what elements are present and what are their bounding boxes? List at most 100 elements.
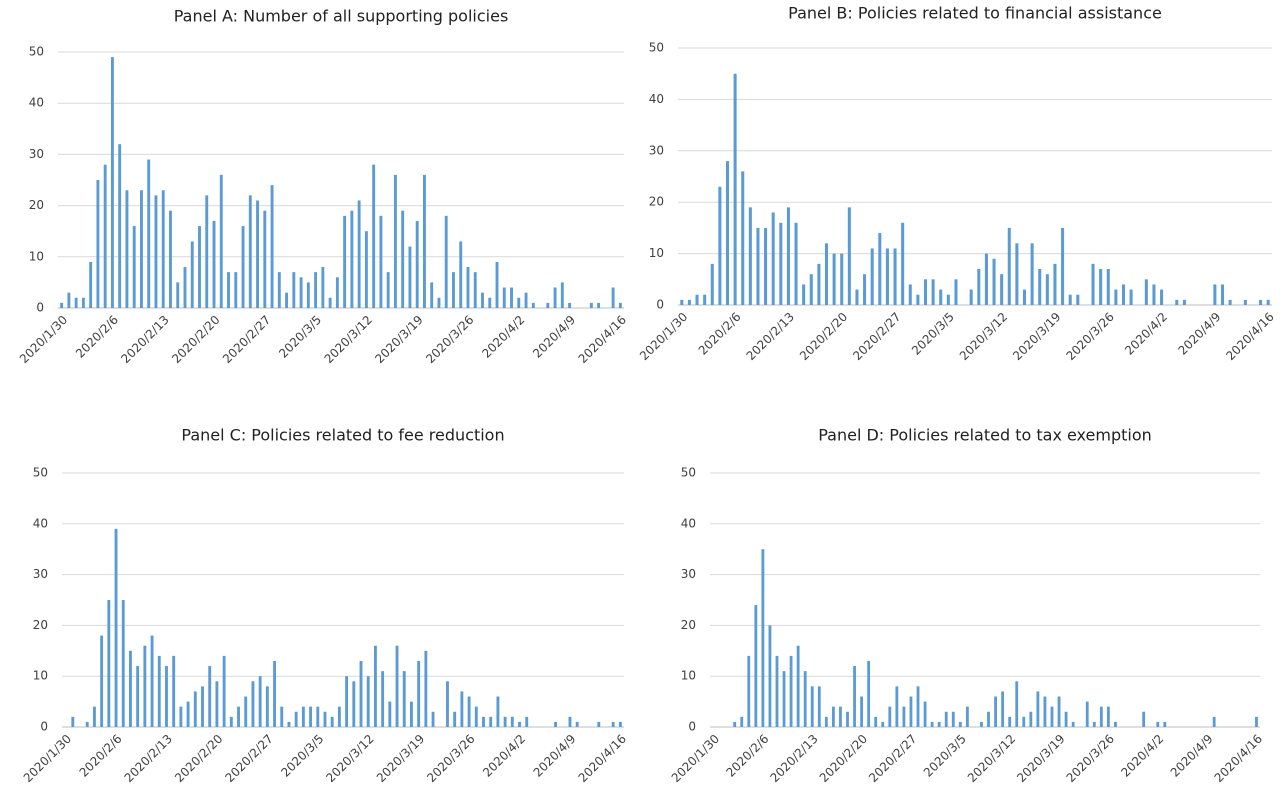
bar [96,180,100,308]
bar [810,686,814,727]
bar [446,681,449,727]
bar [114,528,118,727]
x-tick-label: 2020/4/9 [1168,732,1216,780]
bar [143,645,147,727]
bar [154,195,158,308]
bar [832,253,836,305]
bar [1043,696,1047,727]
bar [611,721,615,727]
y-tick-label: 10 [33,669,48,683]
bar [944,711,948,727]
bar [201,686,204,727]
bar [888,706,892,727]
bar [460,691,464,727]
x-tick-label: 2020/3/12 [323,732,376,785]
bar [895,686,899,727]
x-tick-label: 2020/2/6 [77,732,125,780]
bar [473,272,477,308]
bar [410,701,413,727]
y-tick-label: 0 [36,301,44,315]
bar [867,660,871,727]
bar [1144,279,1148,305]
bar [444,215,448,308]
bar [1121,284,1126,305]
bar [132,226,136,308]
bar [824,716,828,727]
bar [161,190,165,308]
x-tick-label: 2020/2/13 [744,310,797,363]
bar [1228,299,1232,305]
bar [372,164,376,308]
x-tick-label: 2020/3/19 [1014,732,1067,785]
bar [110,57,114,309]
bar [1255,716,1258,727]
bar [725,161,730,305]
chart-title: Panel C: Policies related to fee reducti… [181,426,504,445]
bar [277,272,281,308]
bar [1068,294,1072,305]
bar [994,696,997,727]
bar [733,73,737,305]
bar [597,302,601,308]
bar [1001,691,1005,727]
bar [129,650,132,727]
bar [881,721,885,727]
bar [335,277,339,308]
bar [193,691,197,727]
bar [265,686,269,727]
bar [1266,299,1270,305]
bar [554,721,557,727]
bar [1142,711,1146,727]
bar [893,248,897,305]
bar [817,263,821,305]
bar [323,711,327,727]
bar [1045,274,1049,305]
bar [984,253,988,305]
bar [121,600,125,727]
y-tick-label: 0 [40,720,48,734]
bar [474,706,478,727]
bar [352,681,356,727]
bar [954,279,958,305]
bar [364,231,368,308]
bar [388,701,392,727]
x-tick-label: 2020/3/5 [921,732,969,780]
bar [437,297,441,308]
bar [768,625,772,727]
bar [1030,243,1034,305]
bar [1007,227,1011,305]
bar [840,253,844,305]
bar [270,185,274,308]
bar [1022,716,1026,727]
x-tick-label: 2020/3/26 [1064,732,1117,785]
bar [909,696,913,727]
bar [789,655,793,727]
bar [916,686,920,727]
bar [761,549,765,727]
x-tick-label: 2020/2/27 [223,732,276,785]
bar [395,645,399,727]
chart-title: Panel D: Policies related to tax exempti… [818,426,1152,445]
bar [958,721,962,727]
bar [1099,269,1103,305]
bar [172,655,176,727]
bar [803,671,807,727]
bar [393,174,397,308]
bar [885,248,889,305]
bar [466,267,470,308]
y-tick-label: 30 [649,143,664,157]
bar [452,272,455,308]
y-tick-label: 10 [29,249,44,263]
bar [980,721,983,727]
x-tick-label: 2020/4/2 [479,313,527,361]
bar [930,721,934,727]
bar [1050,706,1054,727]
bar [256,200,260,308]
bar [430,282,434,308]
bar [853,666,856,727]
bar [381,671,385,727]
y-tick-label: 0 [656,298,664,312]
bar [157,655,161,727]
bar [618,721,622,727]
x-tick-label: 2020/1/30 [21,732,74,785]
